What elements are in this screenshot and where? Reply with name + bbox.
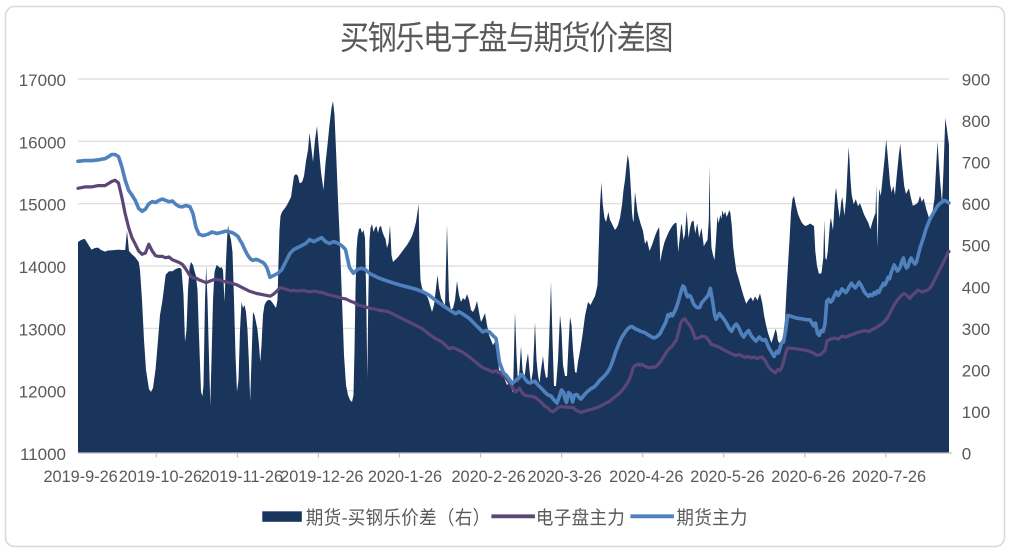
svg-text:12000: 12000 <box>19 383 66 402</box>
svg-text:800: 800 <box>962 112 990 131</box>
svg-text:2019-11-26: 2019-11-26 <box>201 468 283 486</box>
svg-text:2019-10-26: 2019-10-26 <box>119 468 202 486</box>
svg-text:2019-9-26: 2019-9-26 <box>43 468 117 486</box>
svg-text:400: 400 <box>962 278 990 297</box>
svg-text:2020-5-26: 2020-5-26 <box>690 468 764 486</box>
svg-text:2020-7-26: 2020-7-26 <box>852 468 926 486</box>
svg-text:11000: 11000 <box>20 445 66 464</box>
svg-text:700: 700 <box>962 154 990 173</box>
svg-text:600: 600 <box>962 195 990 214</box>
svg-text:100: 100 <box>962 403 990 422</box>
svg-text:14000: 14000 <box>19 258 66 277</box>
svg-text:0: 0 <box>962 445 971 464</box>
svg-text:17000: 17000 <box>19 71 66 90</box>
svg-text:300: 300 <box>962 320 990 339</box>
svg-text:500: 500 <box>962 237 990 256</box>
svg-text:15000: 15000 <box>19 196 66 215</box>
svg-text:16000: 16000 <box>19 133 66 152</box>
svg-text:900: 900 <box>962 71 990 90</box>
svg-text:2020-1-26: 2020-1-26 <box>368 468 442 486</box>
svg-text:2020-6-26: 2020-6-26 <box>771 468 845 486</box>
svg-text:2020-3-26: 2020-3-26 <box>527 468 601 486</box>
svg-text:2020-4-26: 2020-4-26 <box>609 468 683 486</box>
svg-text:13000: 13000 <box>19 320 66 339</box>
svg-text:2019-12-26: 2019-12-26 <box>280 468 363 486</box>
svg-text:200: 200 <box>962 361 990 380</box>
svg-text:2020-2-26: 2020-2-26 <box>451 468 525 486</box>
